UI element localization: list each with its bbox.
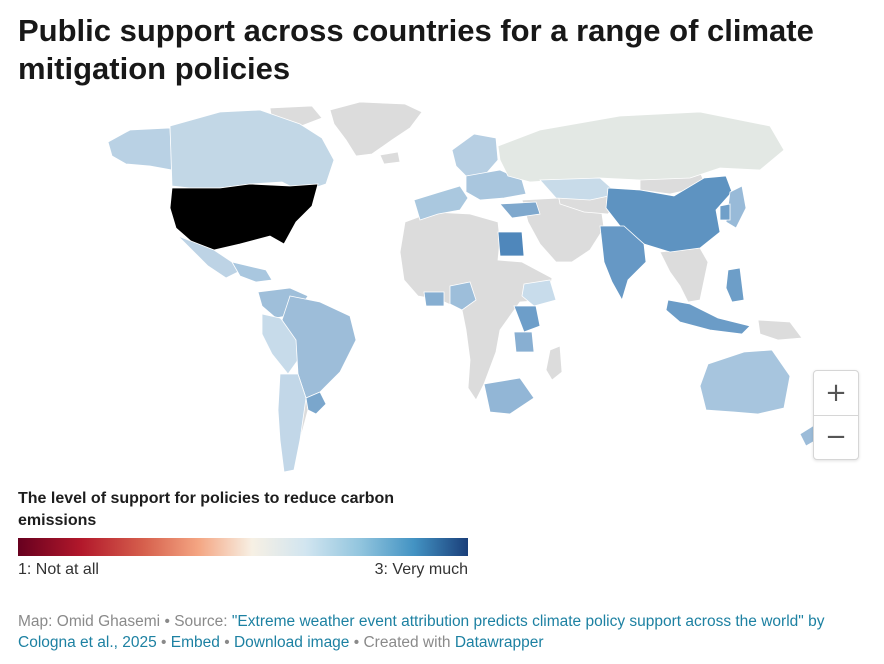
map-credit: Map: Omid Ghasemi bbox=[18, 613, 161, 630]
region-central-america bbox=[231, 261, 273, 283]
created-with-prefix: Created with bbox=[363, 634, 455, 651]
data-regions bbox=[107, 109, 821, 473]
region-ghana bbox=[423, 291, 445, 307]
map-title: Public support across countries for a ra… bbox=[18, 13, 814, 86]
source-prefix: Source: bbox=[174, 613, 232, 630]
source-link[interactable]: "Extreme weather event attribution predi… bbox=[18, 613, 825, 651]
footer-separator: • bbox=[349, 634, 364, 651]
region-south-africa bbox=[483, 377, 535, 415]
region-eastern-europe bbox=[465, 169, 527, 201]
region-mexico bbox=[177, 235, 239, 279]
footer-separator: • bbox=[156, 634, 171, 651]
region-egypt bbox=[497, 231, 525, 257]
zoom-in-button[interactable]: + bbox=[814, 371, 858, 416]
embed-link[interactable]: Embed bbox=[170, 634, 220, 651]
southeast-asia bbox=[659, 247, 709, 303]
region-uruguay bbox=[305, 391, 327, 415]
footer: Map: Omid Ghasemi • Source: "Extreme wea… bbox=[18, 611, 878, 653]
region-kazakhstan bbox=[539, 177, 619, 201]
region-tanzania bbox=[513, 331, 535, 353]
region-australia bbox=[699, 349, 791, 415]
region-russia bbox=[497, 111, 785, 183]
footer-separator: • bbox=[219, 634, 234, 651]
iceland bbox=[379, 151, 401, 165]
region-usa bbox=[169, 183, 319, 251]
new-guinea bbox=[757, 319, 803, 341]
region-india bbox=[599, 225, 647, 302]
region-turkey bbox=[499, 201, 541, 219]
greenland bbox=[329, 101, 423, 157]
datawrapper-link[interactable]: Datawrapper bbox=[454, 634, 544, 651]
download-image-link[interactable]: Download image bbox=[233, 634, 350, 651]
region-western-europe bbox=[413, 185, 469, 221]
legend-title: The level of support for policies to red… bbox=[18, 490, 395, 529]
region-ethiopia bbox=[521, 279, 557, 307]
region-kenya bbox=[513, 305, 541, 333]
region-chile-argentina bbox=[277, 373, 307, 473]
legend-color-scale bbox=[18, 538, 468, 556]
region-south-korea bbox=[719, 203, 731, 221]
region-scandinavia bbox=[451, 133, 499, 177]
legend-min-label: 1: Not at all bbox=[18, 561, 99, 578]
madagascar bbox=[545, 345, 563, 381]
world-map[interactable] bbox=[0, 96, 884, 478]
legend-max-label: 3: Very much bbox=[374, 561, 468, 578]
zoom-controls: + − bbox=[813, 370, 859, 460]
footer-separator: • bbox=[160, 613, 175, 630]
region-nigeria bbox=[449, 281, 477, 311]
region-alaska bbox=[107, 127, 173, 171]
region-philippines bbox=[725, 267, 745, 303]
zoom-out-button[interactable]: − bbox=[825, 422, 847, 452]
region-indonesia bbox=[665, 299, 751, 335]
